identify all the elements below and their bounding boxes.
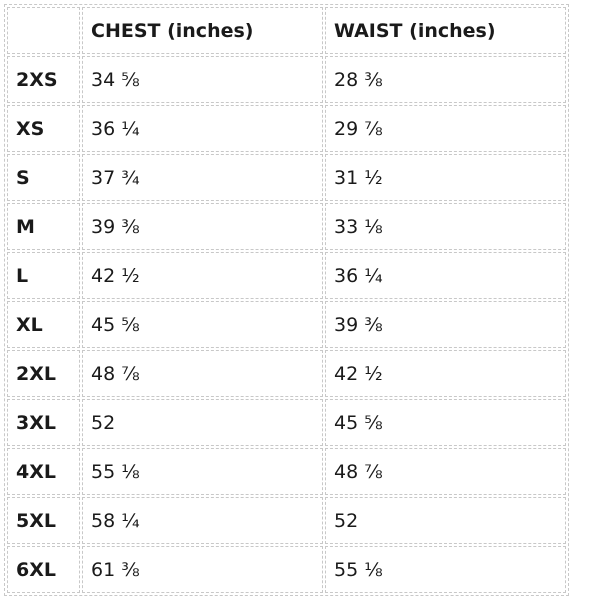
table-row: 5XL 58 ¼ 52 bbox=[7, 497, 566, 544]
size-cell: 2XS bbox=[7, 56, 80, 103]
chest-cell: 39 ⅜ bbox=[82, 203, 323, 250]
table-row: 3XL 52 45 ⅝ bbox=[7, 399, 566, 446]
waist-cell: 28 ⅜ bbox=[325, 56, 566, 103]
table-row: 6XL 61 ⅜ 55 ⅛ bbox=[7, 546, 566, 593]
size-cell: 2XL bbox=[7, 350, 80, 397]
size-cell: 3XL bbox=[7, 399, 80, 446]
waist-cell: 48 ⅞ bbox=[325, 448, 566, 495]
waist-cell: 36 ¼ bbox=[325, 252, 566, 299]
size-cell: 5XL bbox=[7, 497, 80, 544]
size-cell: M bbox=[7, 203, 80, 250]
chest-cell: 52 bbox=[82, 399, 323, 446]
size-cell: S bbox=[7, 154, 80, 201]
table-row: XS 36 ¼ 29 ⅞ bbox=[7, 105, 566, 152]
size-chart-table: CHEST (inches) WAIST (inches) 2XS 34 ⅝ 2… bbox=[4, 4, 569, 596]
header-waist: WAIST (inches) bbox=[325, 7, 566, 54]
size-cell: XS bbox=[7, 105, 80, 152]
waist-cell: 29 ⅞ bbox=[325, 105, 566, 152]
table-row: L 42 ½ 36 ¼ bbox=[7, 252, 566, 299]
waist-cell: 42 ½ bbox=[325, 350, 566, 397]
waist-cell: 52 bbox=[325, 497, 566, 544]
chest-cell: 55 ⅛ bbox=[82, 448, 323, 495]
chest-cell: 45 ⅝ bbox=[82, 301, 323, 348]
chest-cell: 37 ¾ bbox=[82, 154, 323, 201]
table-row: 2XL 48 ⅞ 42 ½ bbox=[7, 350, 566, 397]
waist-cell: 31 ½ bbox=[325, 154, 566, 201]
waist-cell: 39 ⅜ bbox=[325, 301, 566, 348]
chest-cell: 34 ⅝ bbox=[82, 56, 323, 103]
table-row: S 37 ¾ 31 ½ bbox=[7, 154, 566, 201]
chest-cell: 58 ¼ bbox=[82, 497, 323, 544]
header-size bbox=[7, 7, 80, 54]
waist-cell: 33 ⅛ bbox=[325, 203, 566, 250]
size-cell: XL bbox=[7, 301, 80, 348]
waist-cell: 45 ⅝ bbox=[325, 399, 566, 446]
chest-cell: 36 ¼ bbox=[82, 105, 323, 152]
table-body: 2XS 34 ⅝ 28 ⅜ XS 36 ¼ 29 ⅞ S 37 ¾ 31 ½ M… bbox=[7, 56, 566, 593]
chest-cell: 42 ½ bbox=[82, 252, 323, 299]
header-chest: CHEST (inches) bbox=[82, 7, 323, 54]
waist-cell: 55 ⅛ bbox=[325, 546, 566, 593]
table-row: XL 45 ⅝ 39 ⅜ bbox=[7, 301, 566, 348]
size-cell: L bbox=[7, 252, 80, 299]
size-cell: 4XL bbox=[7, 448, 80, 495]
chest-cell: 61 ⅜ bbox=[82, 546, 323, 593]
table-row: 2XS 34 ⅝ 28 ⅜ bbox=[7, 56, 566, 103]
table-row: M 39 ⅜ 33 ⅛ bbox=[7, 203, 566, 250]
table-row: 4XL 55 ⅛ 48 ⅞ bbox=[7, 448, 566, 495]
chest-cell: 48 ⅞ bbox=[82, 350, 323, 397]
size-cell: 6XL bbox=[7, 546, 80, 593]
table-header-row: CHEST (inches) WAIST (inches) bbox=[7, 7, 566, 54]
